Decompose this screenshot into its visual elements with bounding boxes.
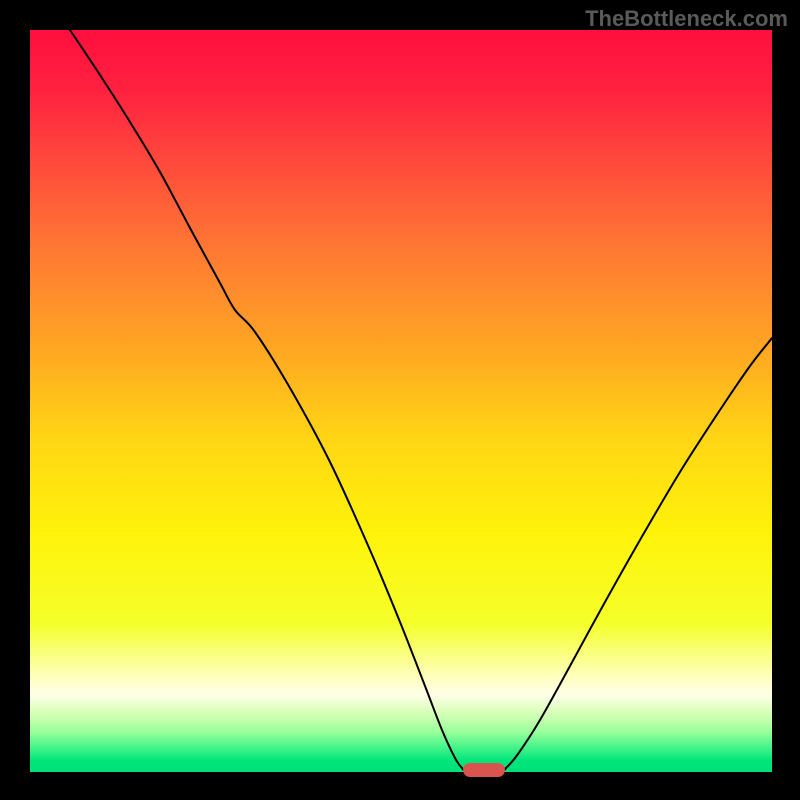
curve-layer — [30, 30, 772, 772]
minimum-marker-shape — [463, 763, 505, 777]
plot-area — [30, 30, 772, 772]
bottleneck-curve — [70, 30, 772, 771]
chart-container: TheBottleneck.com — [0, 0, 800, 800]
watermark-text: TheBottleneck.com — [585, 6, 788, 32]
minimum-marker — [461, 761, 507, 779]
